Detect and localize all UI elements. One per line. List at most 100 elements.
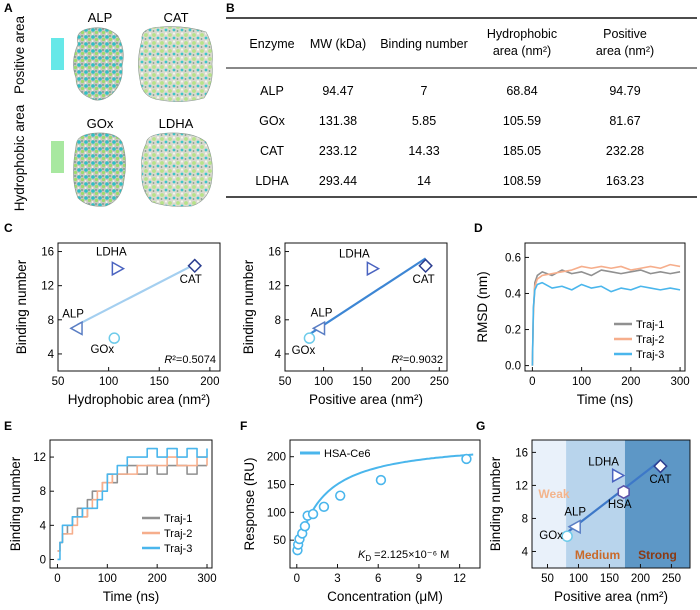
- point-alp: [311, 320, 326, 336]
- point-ldha: [366, 261, 381, 277]
- plot-frame: [57, 242, 221, 372]
- point-hsa: [617, 484, 630, 500]
- y-tick-label: 0.2: [505, 325, 521, 337]
- point-label-gox: GOx: [292, 345, 316, 357]
- x-axis-label: Hydrophobic area (nm²): [68, 392, 211, 407]
- region-label-weak: Weak: [538, 487, 569, 501]
- x-tick-label: 100: [572, 376, 591, 388]
- region-strong: [624, 440, 690, 568]
- y-tick-label: 0.0: [505, 361, 521, 373]
- x-tick-label: 100: [99, 376, 118, 388]
- point-label-cat: CAT: [413, 274, 435, 286]
- table-cell: 233.12: [319, 144, 357, 158]
- x-tick-label: 50: [279, 376, 292, 388]
- x-tick-label: 6: [375, 573, 381, 585]
- x-tick-label: 100: [314, 376, 333, 388]
- legend-label-traj-2: Traj-2: [636, 334, 664, 346]
- panel-g-region-scatter: 50 100 150 200 250 4 8 12 16 Positive area (nm²) B…: [488, 439, 691, 604]
- y-tick-label: 12: [268, 281, 281, 293]
- legend-label-hsa-ce6: HSA-Ce6: [324, 448, 370, 460]
- data-point: [375, 474, 387, 486]
- x-axis-label: Positive area (nm²): [309, 392, 423, 407]
- x-tick-label: 0: [529, 376, 535, 388]
- table-cell: 68.84: [506, 84, 537, 98]
- panel-c-hydrophobic-scatter: 50 100 150 200 4 8 12 16 Hydrophobic area (nm²) B…: [14, 242, 221, 407]
- legend-label-traj-3: Traj-3: [164, 543, 192, 555]
- point-label-alp: ALP: [311, 307, 333, 319]
- point-label-gox: GOx: [90, 344, 114, 356]
- fit-curve: [296, 453, 474, 552]
- y-tick-label: 12: [515, 480, 528, 492]
- x-axis-label: Time (ns): [103, 589, 160, 604]
- y-tick-label: 0: [40, 554, 46, 566]
- fit-line: [76, 263, 196, 326]
- x-tick-label: 300: [197, 573, 216, 585]
- x-tick-label: 9: [416, 573, 422, 585]
- table-cell: 185.05: [503, 144, 541, 158]
- kd-annotation: KD =2.125×10⁻⁶ M: [358, 549, 449, 563]
- y-tick-label: 12: [33, 452, 46, 464]
- series-traj-3: [57, 447, 208, 561]
- y-tick-label: 8: [40, 486, 46, 498]
- plot-frame: [284, 242, 448, 372]
- x-tick-label: 100: [569, 573, 588, 585]
- region-weak: [532, 440, 567, 568]
- x-tick-label: 50: [541, 573, 554, 585]
- row-label-positive: Positive area: [12, 15, 27, 94]
- table-header-mw-kda-: MW (kDa): [310, 37, 366, 51]
- table-cell: 163.23: [606, 174, 644, 188]
- y-axis-label: Binding number: [488, 456, 503, 551]
- protein-structure-alp: [73, 27, 124, 101]
- panel-b-table: B Enzyme MW (kDa) Binding number Hydrophobi…: [226, 1, 697, 198]
- table-header-enzyme: Enzyme: [249, 37, 294, 51]
- panel-label-d: D: [474, 221, 483, 235]
- series-traj-1: [531, 269, 681, 366]
- table-header-hydrophobic-area-nm-: Hydrophobic: [487, 27, 557, 41]
- point-ldha: [111, 261, 126, 277]
- protein-structure-cat: [138, 26, 213, 102]
- point-label-ldha: LDHA: [588, 457, 619, 469]
- table-cell: 94.79: [609, 84, 640, 98]
- table-cell: 7: [421, 84, 428, 98]
- table-cell: GOx: [259, 114, 285, 128]
- point-alp: [69, 320, 83, 336]
- y-tick-label: 8: [275, 315, 281, 327]
- x-tick-label: 200: [148, 573, 167, 585]
- x-tick-label: 200: [391, 376, 410, 388]
- table-cell: 232.28: [606, 144, 644, 158]
- panel-c-positive-scatter: 50 100 150 200 250 4 8 12 16 Positive area (nm²) B…: [241, 242, 449, 407]
- y-tick-label: 50: [273, 535, 286, 547]
- data-point: [307, 508, 319, 520]
- series-traj-2: [531, 263, 681, 366]
- region-label-medium: Medium: [575, 548, 620, 562]
- panel-label-a: A: [4, 1, 13, 15]
- x-tick-label: 0: [294, 573, 300, 585]
- enzyme-label-ldha: LDHA: [159, 116, 194, 131]
- panel-label-g: G: [476, 419, 485, 433]
- enzyme-label-alp: ALP: [88, 10, 113, 25]
- panel-label-c: C: [4, 221, 13, 235]
- plot-frame: [49, 439, 213, 569]
- fit-line: [566, 459, 662, 534]
- point-cat: [187, 258, 202, 274]
- point-label-alp: ALP: [62, 308, 84, 320]
- data-point: [461, 453, 472, 465]
- point-label-cat: CAT: [180, 274, 202, 286]
- point-label-hsa: HSA: [608, 499, 632, 511]
- point-label-ldha: LDHA: [96, 247, 127, 259]
- point-gox: [303, 332, 316, 344]
- point-cat: [653, 458, 668, 474]
- table-cell: 108.59: [503, 174, 541, 188]
- positive-area-swatch: [51, 38, 64, 70]
- protein-structure-ldha: [141, 132, 213, 207]
- enzyme-label-gox: GOx: [87, 116, 114, 131]
- y-tick-label: 12: [41, 281, 54, 293]
- y-tick-label: 16: [515, 447, 528, 459]
- x-tick-label: 150: [150, 376, 169, 388]
- fit-line: [308, 257, 427, 336]
- panel-d-rmsd-plot: 0 100 200 300 0.0 0.2 0.4 0.6 Time (ns) RMSD (nm)…: [475, 242, 690, 407]
- y-tick-label: 4: [275, 349, 282, 361]
- table-header-positive-area-nm-: Positive: [603, 27, 647, 41]
- legend-label-traj-3: Traj-3: [636, 349, 664, 361]
- enzyme-label-cat: CAT: [163, 10, 188, 25]
